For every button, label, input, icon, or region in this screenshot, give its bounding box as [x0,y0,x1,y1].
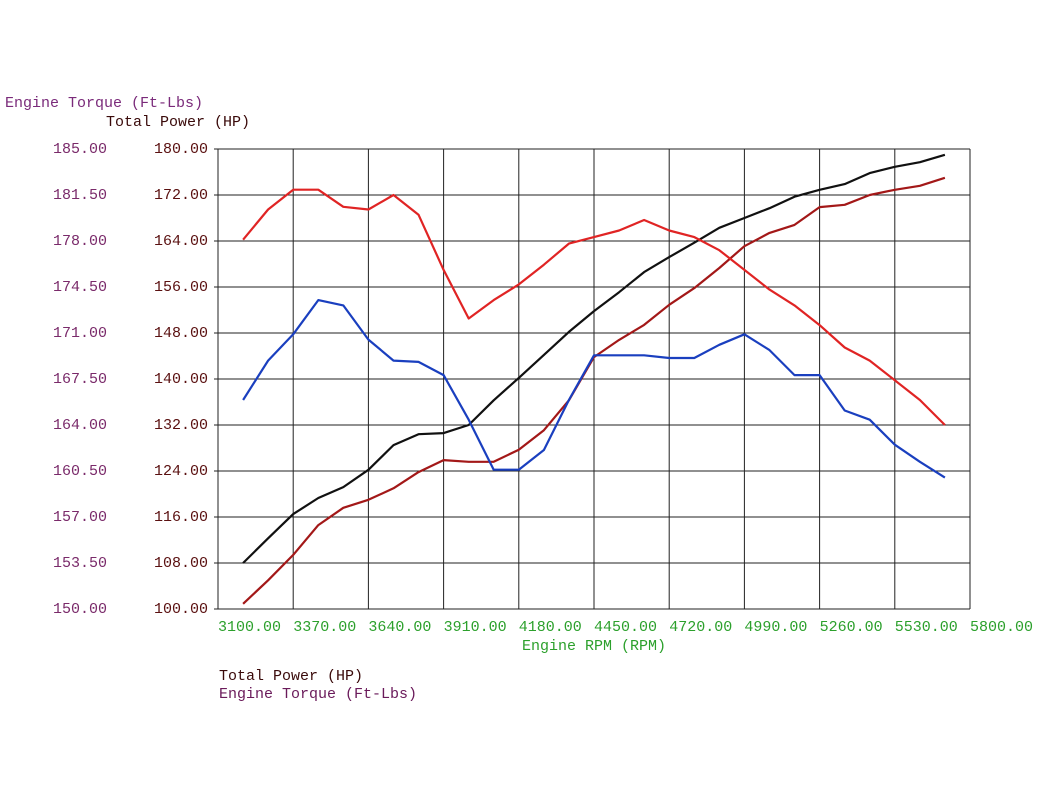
y-tick-label: 157.00 [53,509,107,526]
y2-tick-label: 156.00 [154,279,208,296]
y-tick-label: 150.00 [53,601,107,618]
y-tick-label: 153.50 [53,555,107,572]
y2-tick-label: 164.00 [154,233,208,250]
y-tick-label: 185.00 [53,141,107,158]
y2-tick-label: 124.00 [154,463,208,480]
y2-tick-label: 100.00 [154,601,208,618]
series-line [242,299,946,479]
y2-tick-label: 140.00 [154,371,208,388]
x-tick-label: 5530.00 [895,619,958,636]
y2-tick-label: 132.00 [154,417,208,434]
series-line [242,153,946,564]
x-tick-label: 4180.00 [519,619,582,636]
x-tick-label: 4720.00 [669,619,732,636]
y-axis-title: Engine Torque (Ft-Lbs) [5,95,203,112]
series-line [242,188,946,426]
y2-tick-label: 180.00 [154,141,208,158]
y2-axis-title: Total Power (HP) [106,114,250,131]
x-tick-label: 3370.00 [293,619,356,636]
x-tick-label: 3100.00 [218,619,281,636]
legend-label: Engine Torque (Ft-Lbs) [219,686,417,703]
legend-label: Total Power (HP) [219,668,363,685]
y2-tick-label: 116.00 [154,509,208,526]
y-tick-label: 178.00 [53,233,107,250]
y-tick-label: 167.50 [53,371,107,388]
y-tick-label: 164.00 [53,417,107,434]
y-tick-label: 160.50 [53,463,107,480]
y2-tick-label: 172.00 [154,187,208,204]
x-tick-label: 4450.00 [594,619,657,636]
x-tick-label: 3640.00 [368,619,431,636]
y-tick-label: 174.50 [53,279,107,296]
x-tick-label: 5800.00 [970,619,1033,636]
x-axis-title: Engine RPM (RPM) [522,638,666,655]
x-tick-label: 4990.00 [744,619,807,636]
x-tick-label: 3910.00 [444,619,507,636]
x-tick-label: 5260.00 [820,619,883,636]
y2-tick-label: 148.00 [154,325,208,342]
y2-tick-label: 108.00 [154,555,208,572]
y-tick-label: 171.00 [53,325,107,342]
y-tick-label: 181.50 [53,187,107,204]
